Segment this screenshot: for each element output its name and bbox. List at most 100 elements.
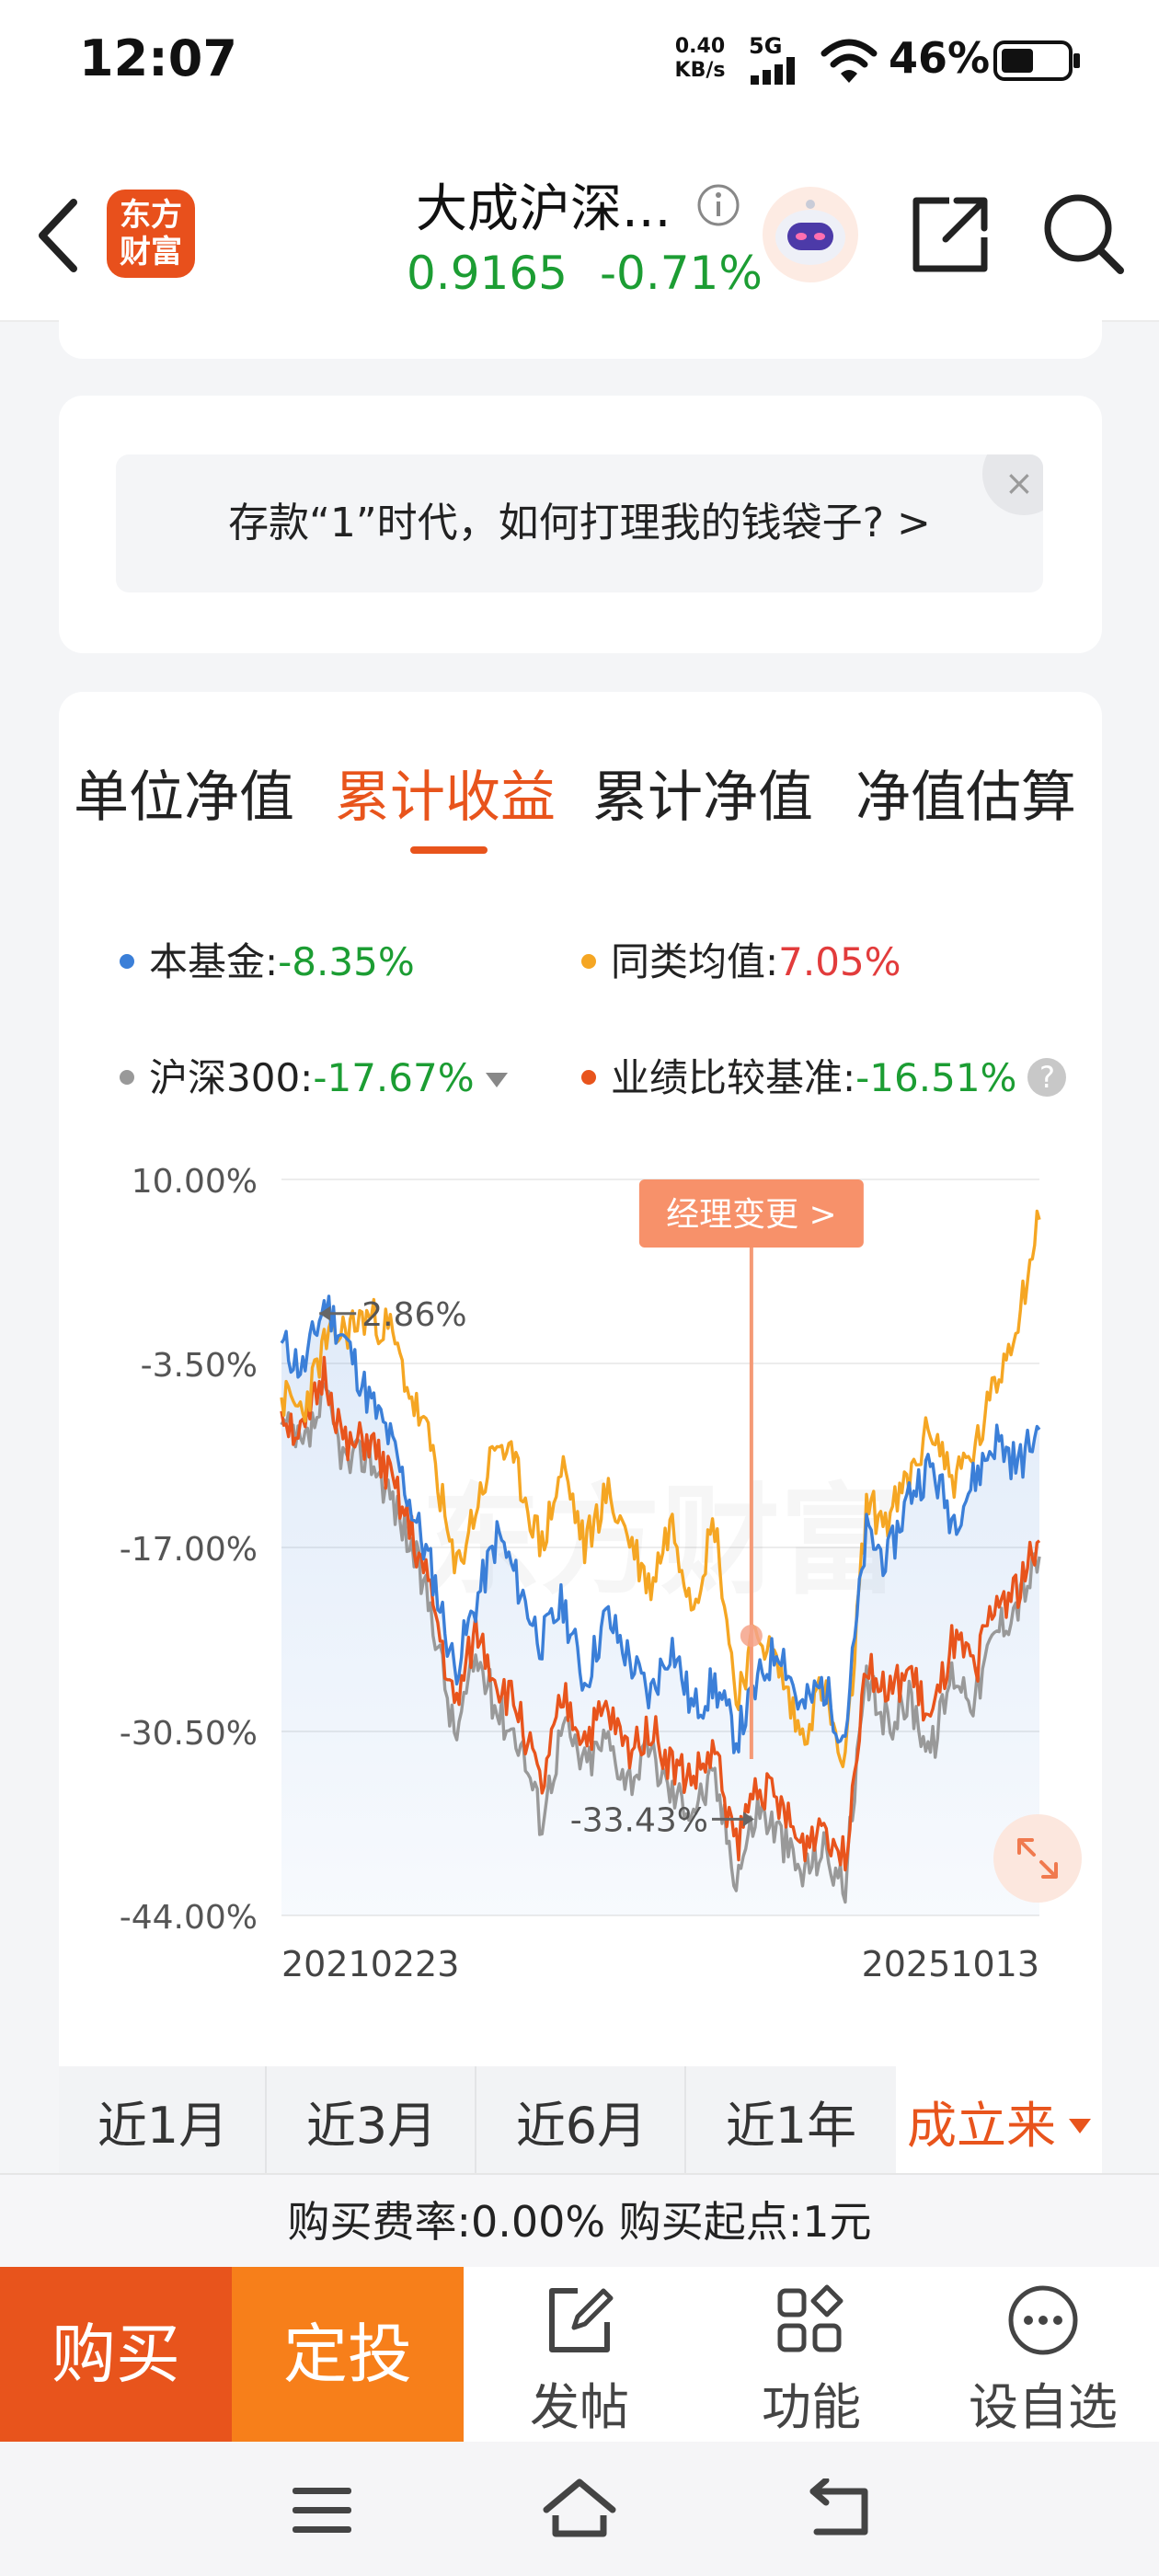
legend-dot-hs300 xyxy=(120,1069,134,1085)
y-tick-label: -3.50% xyxy=(141,1347,258,1385)
series-line-0[interactable] xyxy=(280,1294,1041,1754)
legend-category-average[interactable]: 同类均值:7.05% xyxy=(581,931,901,987)
y-tick-label: -17.00% xyxy=(120,1531,258,1569)
menu-icon[interactable] xyxy=(291,2484,355,2539)
legend-hs300-value: -17.67% xyxy=(313,1055,475,1100)
legend-hs300-label: 沪深300: xyxy=(149,1055,314,1100)
min-annotation-arrowhead xyxy=(743,1811,754,1827)
legend-fund-value: -8.35% xyxy=(278,939,415,984)
search-icon[interactable] xyxy=(1039,190,1128,278)
brand-logo[interactable]: 东方 财富 xyxy=(107,190,195,278)
tab-cumulative-return[interactable]: 累计收益 xyxy=(335,765,556,830)
period-1m-label: 近1月 xyxy=(97,2097,229,2155)
network-type: 5G xyxy=(749,33,783,59)
promo-banner[interactable]: 存款“1”时代，如何打理我的钱袋子? > × xyxy=(116,454,1043,592)
dropdown-arrow-icon[interactable] xyxy=(485,1073,508,1087)
post-label: 发帖 xyxy=(530,2378,629,2436)
legend-hs300[interactable]: 沪深300:-17.67% xyxy=(120,1047,508,1103)
manager-change-dot xyxy=(740,1625,763,1647)
signal-icon xyxy=(751,57,795,85)
tab-nav-estimate[interactable]: 净值估算 xyxy=(855,765,1076,830)
network-speed: 0.40 KB/s xyxy=(671,35,729,83)
y-tick-label: -30.50% xyxy=(120,1715,258,1753)
series-line-1[interactable] xyxy=(280,1209,1041,1768)
functions-label: 功能 xyxy=(762,2378,861,2436)
fund-header: 东方 财富 大成沪深... 0.9165 -0.71% xyxy=(0,129,1159,322)
post-button[interactable]: 发帖 xyxy=(464,2267,695,2442)
help-icon[interactable]: ? xyxy=(1027,1057,1067,1097)
legend-benchmark[interactable]: 业绩比较基准:-16.51%? xyxy=(581,1047,1067,1103)
add-watchlist-button[interactable]: 设自选 xyxy=(927,2267,1159,2442)
chevron-down-icon xyxy=(1069,2119,1091,2133)
logo-text-top: 东方 xyxy=(120,197,182,234)
legend-fund[interactable]: 本基金:-8.35% xyxy=(120,931,415,987)
legend-average-label: 同类均值: xyxy=(611,939,779,984)
y-tick-label: -44.00% xyxy=(120,1899,258,1937)
functions-button[interactable]: 功能 xyxy=(695,2267,927,2442)
battery-percent: 46% xyxy=(889,33,991,83)
series-line-3[interactable] xyxy=(280,1355,1041,1872)
network-speed-value: 0.40 xyxy=(674,35,726,58)
system-nav-bar xyxy=(0,2442,1159,2576)
battery-icon xyxy=(993,40,1080,81)
period-6m[interactable]: 近6月 xyxy=(476,2066,686,2177)
legend-benchmark-value: -16.51% xyxy=(855,1055,1017,1100)
watchlist-label: 设自选 xyxy=(969,2378,1118,2436)
period-6m-label: 近6月 xyxy=(515,2097,648,2155)
home-icon[interactable] xyxy=(541,2477,618,2543)
min-annotation-label: -33.43% xyxy=(570,1801,708,1839)
max-annotation-label: 2.86% xyxy=(361,1296,466,1334)
period-since-inception-label: 成立来 xyxy=(907,2097,1056,2155)
period-1y[interactable]: 近1年 xyxy=(686,2066,896,2177)
legend-average-value: 7.05% xyxy=(778,939,901,984)
fund-area xyxy=(281,1295,1039,1915)
close-icon[interactable]: × xyxy=(982,454,1043,515)
y-tick-label: 10.00% xyxy=(132,1163,258,1201)
edit-icon xyxy=(549,2288,614,2352)
fund-name[interactable]: 大成沪深... xyxy=(416,179,671,239)
period-since-inception[interactable]: 成立来 xyxy=(896,2066,1102,2177)
legend-dot-average xyxy=(581,953,596,969)
share-icon[interactable] xyxy=(909,193,992,276)
back-nav-icon[interactable] xyxy=(804,2478,878,2539)
promo-card: 存款“1”时代，如何打理我的钱袋子? > × xyxy=(59,396,1102,653)
more-icon xyxy=(1008,2285,1078,2355)
promo-text[interactable]: 存款“1”时代，如何打理我的钱袋子? > xyxy=(228,500,931,546)
fund-price: 0.9165 xyxy=(407,247,568,300)
legend-fund-label: 本基金: xyxy=(149,939,279,984)
period-tabs: 近1月 近3月 近6月 近1年 成立来 xyxy=(59,2066,1102,2177)
ai-assistant-icon[interactable] xyxy=(760,184,861,285)
previous-card xyxy=(59,304,1102,359)
buy-button[interactable]: 购买 xyxy=(0,2267,232,2442)
fund-change: -0.71% xyxy=(600,247,763,300)
info-icon[interactable] xyxy=(695,182,741,228)
network-speed-unit: KB/s xyxy=(674,59,726,82)
period-3m-label: 近3月 xyxy=(305,2097,438,2155)
period-1y-label: 近1年 xyxy=(725,2097,857,2155)
series-line-2[interactable] xyxy=(280,1382,1041,1904)
status-time: 12:07 xyxy=(79,29,237,87)
expand-icon[interactable] xyxy=(1017,1838,1058,1879)
period-1m[interactable]: 近1月 xyxy=(59,2066,267,2177)
x-start-label: 20210223 xyxy=(281,1944,459,1984)
legend-dot-fund xyxy=(120,953,134,969)
tab-unit-nav[interactable]: 单位净值 xyxy=(74,765,294,830)
expand-button[interactable] xyxy=(993,1814,1082,1903)
manager-change-label[interactable]: 经理变更 > xyxy=(666,1196,837,1234)
auto-invest-button[interactable]: 定投 xyxy=(232,2267,464,2442)
manager-change-badge[interactable] xyxy=(638,1179,864,1248)
max-annotation-arrowhead xyxy=(319,1305,331,1321)
logo-text-bottom: 财富 xyxy=(120,234,182,270)
return-chart[interactable]: 10.00%-3.50%-17.00%-30.50%-44.00%东方财富经理变… xyxy=(0,1141,1159,2006)
legend-benchmark-label: 业绩比较基准: xyxy=(611,1055,856,1100)
back-icon[interactable] xyxy=(33,197,83,274)
wifi-icon xyxy=(820,39,878,83)
x-end-label: 20251013 xyxy=(862,1944,1039,1984)
legend-dot-benchmark xyxy=(581,1069,596,1085)
purchase-fee-bar: 购买费率:0.00% 购买起点:1元 xyxy=(0,2173,1159,2269)
tab-underline xyxy=(410,846,488,854)
status-bar: 12:07 0.40 KB/s 5G 46% xyxy=(0,0,1159,129)
action-bar: 购买 定投 发帖 功能 设自选 xyxy=(0,2267,1159,2442)
period-3m[interactable]: 近3月 xyxy=(267,2066,476,2177)
tab-cumulative-nav[interactable]: 累计净值 xyxy=(592,765,813,830)
